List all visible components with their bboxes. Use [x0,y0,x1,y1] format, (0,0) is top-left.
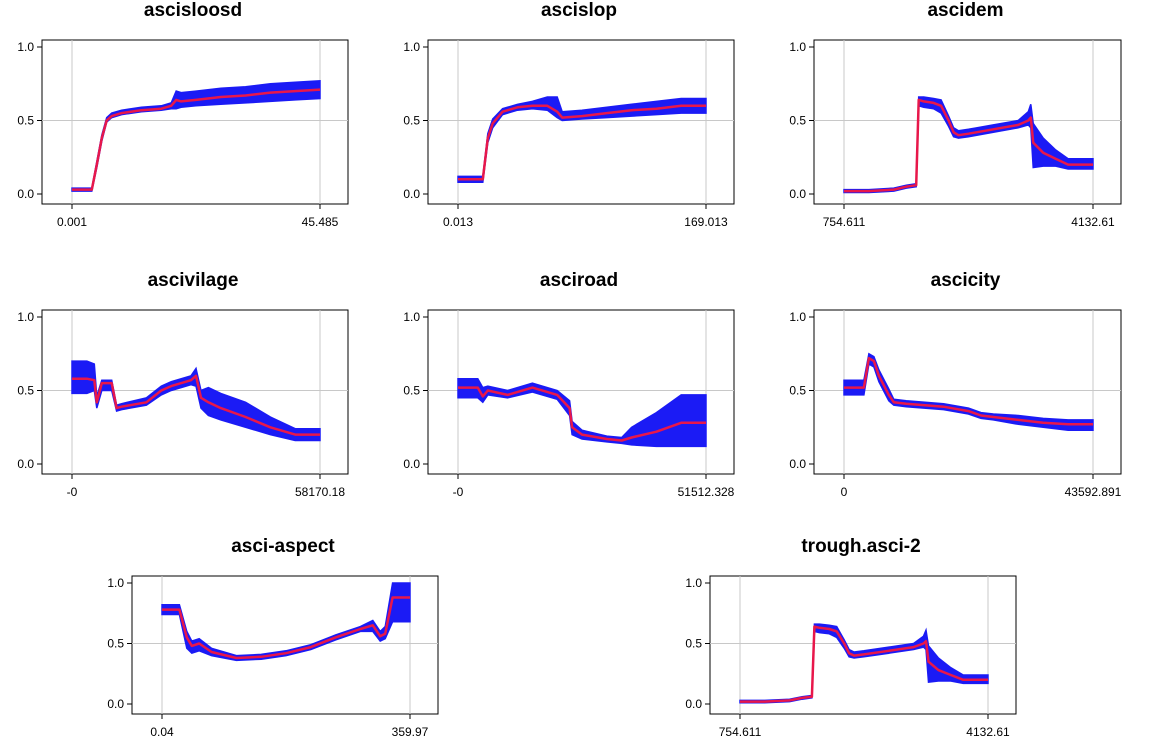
chart-title: asci-aspect [231,536,335,557]
x-tick-label: 43592.891 [1065,485,1122,499]
x-tick-label: -0 [67,485,78,499]
response-line [72,374,320,436]
chart-title: ascisloosd [143,0,243,21]
y-tick-label: 0.0 [685,697,702,711]
y-tick-label: 0.5 [789,384,806,398]
y-tick-label: 1.0 [789,40,806,54]
y-tick-label: 0.0 [789,457,806,471]
x-tick-label: 58170.18 [295,485,345,499]
chart-panel-ascivilage: ascivilage 0.0 0.5 1.0 -0 58170.18 [0,270,386,510]
chart-panel-asci-aspect: asci-aspect 0.0 0.5 1.0 0.04 359.97 [90,536,476,750]
plot-frame [41,309,349,475]
plot-frame [131,575,439,715]
chart-panel-ascislop: ascislop 0.0 0.5 1.0 0.013 169.013 [386,0,772,240]
y-tick-label: 1.0 [789,310,806,324]
x-tick-label: 0 [841,485,848,499]
response-line [458,386,706,442]
plot-frame [813,39,1122,205]
x-tick-label: 754.611 [823,215,866,229]
response-line [844,98,1093,193]
chart-svg: 0.0 0.5 1.0 754.611 4132.61 [685,575,1017,739]
y-tick-label: 0.5 [107,637,124,651]
x-tick-label: 0.04 [150,725,174,739]
chart-title: ascicity [930,270,1001,291]
chart-title: asciroad [539,270,619,291]
response-line [162,596,410,660]
y-tick-label: 0.5 [685,637,702,651]
chart-svg: 0.0 0.5 1.0 0 43592.891 [789,309,1122,499]
chart-panel-ascicity: ascicity 0.0 0.5 1.0 0 43592.891 [772,270,1159,510]
chart-title: ascidem [927,0,1004,21]
chart-title: ascivilage [147,270,239,291]
x-tick-label: -0 [453,485,464,499]
x-tick-label: 4132.61 [1071,215,1115,229]
x-tick-label: 45.485 [302,215,339,229]
y-tick-label: 0.0 [17,187,34,201]
y-tick-label: 1.0 [17,40,34,54]
x-tick-label: 0.001 [57,215,87,229]
y-tick-label: 0.0 [107,697,124,711]
y-tick-label: 0.5 [403,114,420,128]
plot-frame [709,575,1017,715]
y-tick-label: 0.5 [17,384,34,398]
y-tick-label: 0.0 [403,457,420,471]
chart-svg: 0.0 0.5 1.0 0.013 169.013 [403,39,735,229]
x-tick-label: 0.013 [443,215,473,229]
x-tick-label: 169.013 [684,215,728,229]
y-tick-label: 0.0 [17,457,34,471]
chart-svg: 0.0 0.5 1.0 0.001 45.485 [17,39,349,229]
response-line [844,356,1093,426]
y-tick-label: 1.0 [685,576,702,590]
x-tick-label: 754.611 [719,725,762,739]
y-tick-label: 0.5 [17,114,34,128]
chart-panel-ascidem: ascidem 0.0 0.5 1.0 754.611 4132.61 [772,0,1159,240]
chart-svg: 0.0 0.5 1.0 754.611 4132.61 [789,39,1122,229]
plot-frame [813,309,1122,475]
y-tick-label: 1.0 [403,40,420,54]
y-tick-label: 0.0 [789,187,806,201]
chart-title: ascislop [540,0,618,21]
plot-frame [41,39,349,205]
response-line [72,88,321,191]
y-tick-label: 1.0 [403,310,420,324]
y-tick-label: 0.5 [403,384,420,398]
x-tick-label: 359.97 [392,725,429,739]
chart-svg: 0.0 0.5 1.0 -0 58170.18 [17,309,349,499]
confidence-band [457,377,707,448]
y-tick-label: 1.0 [17,310,34,324]
confidence-band [161,582,411,662]
chart-title: trough.asci-2 [801,536,921,557]
chart-panel-asciroad: asciroad 0.0 0.5 1.0 -0 51512.328 [386,270,772,510]
x-tick-label: 4132.61 [966,725,1010,739]
chart-svg: 0.0 0.5 1.0 0.04 359.97 [107,575,439,739]
response-line [740,625,988,703]
x-tick-label: 51512.328 [678,485,735,499]
y-tick-label: 0.5 [789,114,806,128]
chart-panel-ascisloosd: ascisloosd 0.0 0.5 1.0 0.001 45.485 [0,0,386,240]
chart-panel-trough-asci-2: trough.asci-2 0.0 0.5 1.0 754.611 4132.61 [668,536,1054,750]
chart-svg: 0.0 0.5 1.0 -0 51512.328 [403,309,735,499]
response-line [458,104,706,181]
y-tick-label: 1.0 [107,576,124,590]
y-tick-label: 0.0 [403,187,420,201]
